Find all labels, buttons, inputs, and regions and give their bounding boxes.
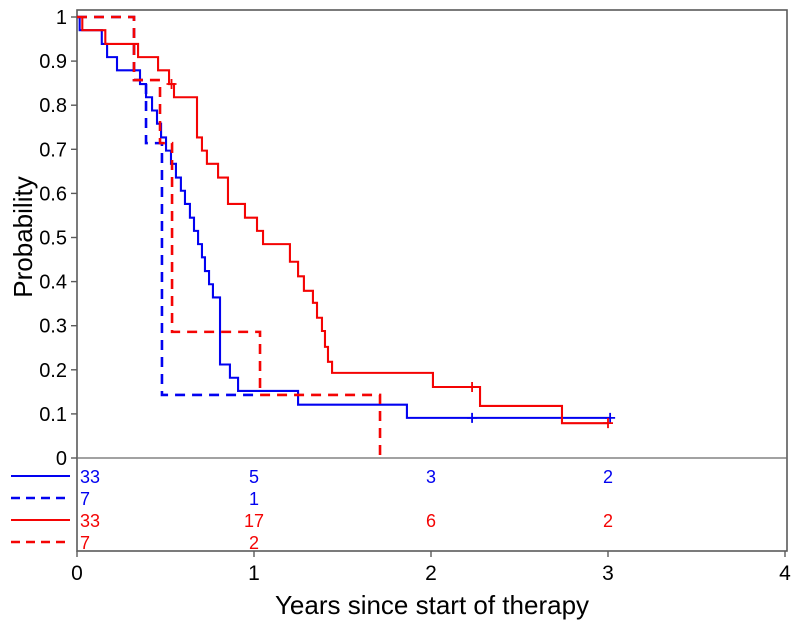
at-risk-count-red-solid-t2: 6 (426, 511, 436, 531)
at-risk-count-red-solid-t1: 17 (244, 511, 264, 531)
y-tick-label: 0.4 (39, 272, 67, 294)
x-tick-label: 3 (602, 562, 614, 585)
x-axis-title: Years since start of therapy (275, 590, 589, 620)
y-tick-label: 0.2 (39, 360, 67, 382)
y-tick-label: 1 (56, 7, 67, 29)
y-axis: 0 0.1 0.2 0.3 0.4 0.5 0.6 0.7 0.8 0.9 1 (39, 7, 77, 470)
y-tick-label: 0.3 (39, 316, 67, 338)
censor-mark-blue-solid (467, 412, 478, 423)
survival-curve-blue-solid (77, 15, 611, 419)
group-legend-swatches (11, 474, 70, 544)
at-risk-count-red-dashed-t0: 7 (80, 533, 90, 553)
at-risk-count-red-dashed-t1: 2 (249, 533, 259, 553)
y-tick-label: 0 (56, 448, 67, 470)
censor-mark-blue-solid (605, 412, 616, 423)
censor-marks (166, 79, 616, 429)
x-axis: 0 1 2 3 4 (71, 551, 791, 585)
y-tick-label: 0.5 (39, 228, 67, 250)
at-risk-table: 33 5 3 2 7 1 33 17 6 2 7 2 (80, 467, 613, 553)
survival-curve-blue-dashed (77, 15, 256, 397)
censor-mark-red-solid (467, 381, 478, 392)
at-risk-count-red-solid-t3: 2 (603, 511, 613, 531)
plot-frame (76, 9, 788, 552)
survival-curve-red-dashed (77, 15, 382, 458)
x-tick-label: 4 (779, 562, 791, 585)
at-risk-count-blue-solid-t0: 33 (80, 467, 100, 487)
y-tick-label: 0.6 (39, 183, 67, 205)
y-tick-label: 0.1 (39, 404, 67, 426)
y-tick-label: 0.9 (39, 51, 67, 73)
at-risk-count-blue-dashed-t1: 1 (249, 489, 259, 509)
y-tick-label: 0.7 (39, 139, 67, 161)
survival-curve-red-solid (77, 15, 608, 425)
censor-mark-red-solid (603, 418, 613, 429)
y-axis-title: Probability (8, 176, 38, 297)
y-tick-label: 0.8 (39, 95, 67, 117)
censor-mark-red-solid (166, 79, 177, 90)
x-tick-label: 2 (425, 562, 437, 585)
at-risk-count-red-solid-t0: 33 (80, 511, 100, 531)
at-risk-count-blue-solid-t2: 3 (426, 467, 436, 487)
at-risk-count-blue-solid-t1: 5 (249, 467, 259, 487)
x-tick-label: 1 (248, 562, 260, 585)
survival-curves (77, 15, 611, 458)
at-risk-count-blue-dashed-t0: 7 (80, 489, 90, 509)
at-risk-count-blue-solid-t3: 2 (603, 467, 613, 487)
plot-border (76, 9, 788, 552)
x-tick-label: 0 (71, 562, 83, 585)
